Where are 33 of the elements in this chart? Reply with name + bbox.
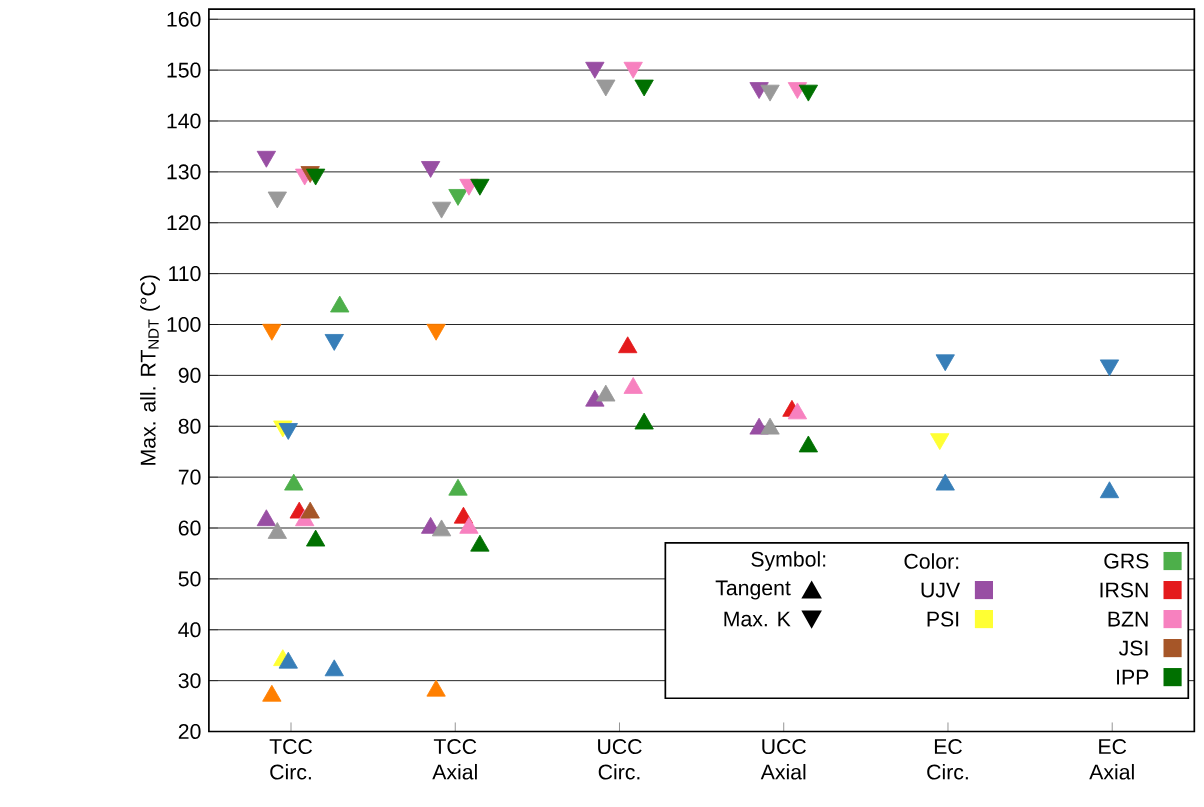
x-tick-label: EC Axial (1089, 738, 1134, 780)
y-tick-label: 50 (178, 571, 201, 587)
legend-title: Color: (904, 553, 959, 569)
y-tick-label: 40 (178, 622, 201, 638)
y-tick-label: 130 (167, 164, 201, 180)
legend-label: PSI (927, 611, 959, 627)
y-tick-label: 60 (178, 520, 201, 536)
y-tick-label: 140 (167, 113, 201, 129)
y-tick-label: 160 (167, 11, 201, 27)
y-tick-label: 90 (178, 367, 201, 383)
y-tick-label: 70 (178, 469, 201, 485)
legend-label: JSI (1118, 640, 1148, 656)
y-tick-label: 120 (167, 215, 201, 231)
annotation: Symbol: (751, 551, 826, 571)
legend-label: UJV (921, 582, 961, 598)
y-tick-label: 110 (169, 266, 201, 282)
annotation: Tangent (715, 580, 791, 600)
x-tick-label: TCC Axial (432, 738, 477, 780)
y-tick-label: 80 (178, 418, 201, 434)
x-tick-label: EC Circ. (927, 738, 968, 780)
legend-label: IPP (1117, 669, 1149, 685)
y-tick-label: 20 (178, 723, 201, 739)
legend-label: IRSN (1100, 582, 1148, 598)
legend-label: GRS (1104, 553, 1149, 569)
y-axis-title: Max. all. RT$_{NDT}$ (°C) (140, 275, 160, 465)
annotation: Max. K (724, 611, 791, 627)
y-tick-label: 150 (167, 62, 201, 78)
x-tick-label: UCC Axial (760, 738, 806, 780)
y-tick-label: 30 (178, 673, 201, 689)
x-tick-label: UCC Circ. (598, 738, 642, 780)
x-tick-label: TCC Circ. (269, 738, 313, 780)
legend-label: BZN (1108, 611, 1148, 627)
y-tick-label: 100 (167, 316, 201, 332)
